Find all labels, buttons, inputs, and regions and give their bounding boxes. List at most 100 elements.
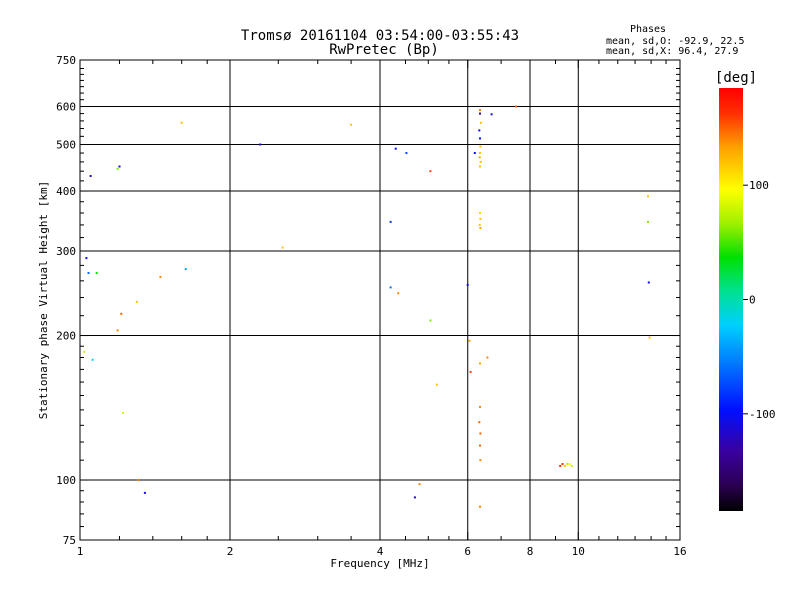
data-point [418, 483, 421, 486]
data-point [479, 165, 481, 168]
x-tick-label: 10 [572, 545, 585, 558]
phases-line-o: mean, sd,O: -92.9, 22.5 [606, 36, 744, 47]
data-point [137, 479, 140, 481]
data-point [478, 223, 481, 226]
data-point [87, 272, 90, 274]
data-point [515, 105, 517, 108]
y-tick-label: 300 [56, 245, 76, 258]
x-tick-label: 6 [464, 545, 471, 558]
data-point [397, 292, 400, 295]
y-tick-label: 200 [56, 330, 76, 343]
data-point [473, 152, 476, 154]
data-point [479, 459, 482, 462]
data-point [429, 319, 432, 322]
data-point [570, 464, 573, 467]
data-point [89, 175, 92, 177]
data-point [435, 383, 438, 386]
data-point [479, 109, 481, 111]
data-point [405, 152, 408, 154]
data-point [647, 195, 649, 198]
phases-heading: Phases [630, 24, 666, 35]
y-tick-label: 500 [56, 139, 76, 152]
data-point [479, 432, 482, 435]
data-point [568, 463, 571, 465]
data-point [479, 137, 481, 140]
y-tick-label: 75 [63, 534, 76, 547]
data-point [647, 281, 650, 284]
y-tick-label: 750 [56, 54, 76, 67]
data-point [143, 491, 146, 494]
x-tick-label: 1 [77, 545, 84, 558]
x-tick-label: 8 [527, 545, 534, 558]
grid-lines [80, 60, 680, 540]
colorbar-unit-label: [deg] [715, 70, 757, 86]
data-point [389, 220, 392, 223]
data-point [479, 405, 481, 408]
data-point [394, 147, 397, 150]
data-point [647, 220, 649, 223]
phases-line-x: mean, sd,X: 96.4, 27.9 [606, 46, 738, 57]
data-point [479, 152, 481, 154]
data-point [478, 421, 481, 424]
data-point [429, 170, 432, 173]
axis-ticks [79, 59, 681, 541]
data-point [566, 463, 569, 465]
data-point [563, 464, 566, 467]
data-point [480, 121, 482, 124]
data-point [466, 283, 469, 286]
data-point [468, 339, 471, 342]
data-point [479, 227, 482, 229]
data-point [116, 167, 119, 170]
data-point [120, 312, 123, 315]
colorbar-tick-label: 0 [749, 294, 756, 307]
y-tick-label: 100 [56, 474, 76, 487]
data-point [648, 336, 651, 339]
y-tick-label: 400 [56, 185, 76, 198]
data-point [159, 275, 162, 278]
data-point [479, 112, 481, 115]
data-point [490, 113, 493, 116]
data-point [91, 358, 94, 361]
data-point [389, 286, 392, 289]
data-point [85, 257, 88, 260]
x-tick-label: 4 [377, 545, 384, 558]
chart-title: Tromsø 20161104 03:54:00-03:55:43 [241, 28, 519, 44]
x-axis-label: Frequency [MHz] [330, 557, 429, 570]
data-point [486, 356, 489, 359]
data-point [83, 350, 86, 353]
data-point [122, 411, 124, 414]
data-point [116, 329, 119, 332]
data-point [259, 143, 262, 146]
chart-subtitle: RwPretec (Bp) [329, 42, 439, 58]
x-tick-label: 16 [673, 545, 686, 558]
x-tick-label: 2 [227, 545, 234, 558]
data-point [350, 123, 353, 126]
x-axis-tick-labels: 1 2 4 6 8 10 16 [77, 545, 687, 558]
data-point [281, 246, 284, 249]
y-axis-label: Stationary phase Virtual Height [km] [37, 181, 50, 419]
data-point [184, 268, 187, 271]
colorbar-tick-label: 100 [749, 179, 769, 192]
y-axis-tick-labels: 75 100 200 300 400 500 600 750 [56, 54, 76, 547]
data-point [479, 217, 482, 220]
colorbar [719, 88, 743, 511]
data-point [479, 505, 481, 508]
data-point [479, 362, 481, 365]
data-point [479, 160, 482, 163]
data-point [478, 129, 481, 132]
data-point [559, 464, 562, 467]
data-point [479, 145, 482, 148]
data-point [479, 212, 481, 214]
colorbar-ticks: 100 0 -100 [743, 179, 776, 421]
data-point [469, 370, 472, 373]
data-point [561, 463, 564, 465]
colorbar-tick-label: -100 [749, 408, 776, 421]
data-point [118, 165, 121, 168]
data-point [479, 444, 481, 447]
data-point [413, 496, 416, 499]
data-point [180, 121, 183, 124]
data-points [83, 105, 651, 508]
data-point [95, 272, 98, 274]
